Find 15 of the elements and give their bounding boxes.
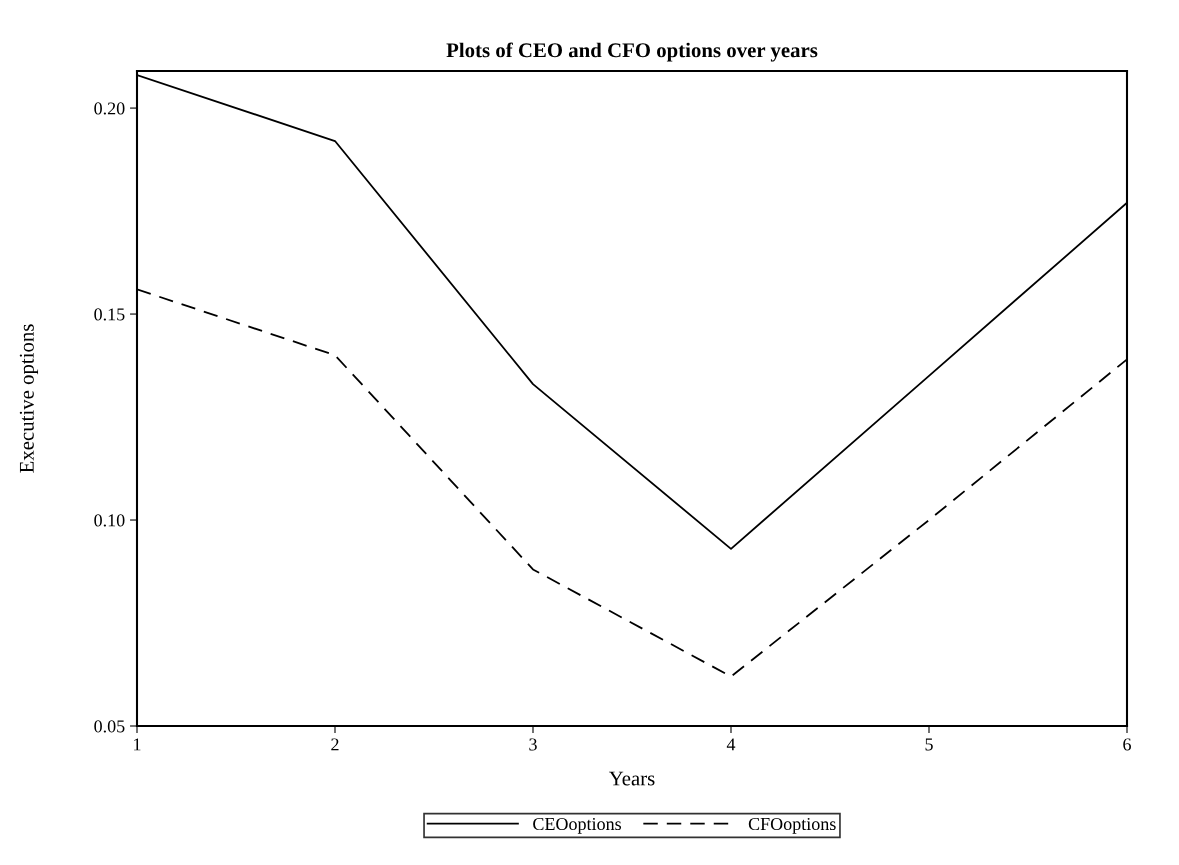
- chart-title: Plots of CEO and CFO options over years: [446, 42, 818, 62]
- x-tick-label: 1: [134, 738, 141, 751]
- x-axis-title: Years: [608, 771, 655, 786]
- y-tick-label: 0.20: [94, 102, 125, 115]
- x-tick-label: 3: [529, 738, 537, 751]
- x-tick-label: 6: [1123, 738, 1131, 751]
- x-tick-label: 5: [925, 738, 933, 751]
- legend-label: CFOoptions: [748, 817, 836, 834]
- legend-label: CEOoptions: [533, 817, 622, 834]
- y-tick-label: 0.10: [94, 514, 125, 527]
- y-tick-label: 0.15: [94, 308, 125, 321]
- y-tick-label: 0.05: [94, 720, 125, 733]
- x-tick-label: 2: [331, 738, 339, 751]
- y-axis-title: Executive options: [19, 324, 39, 473]
- x-tick-label: 4: [726, 738, 736, 751]
